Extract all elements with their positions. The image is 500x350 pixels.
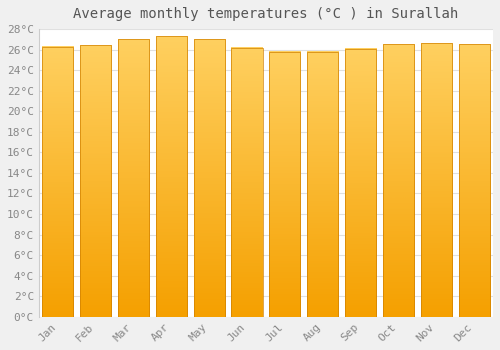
Bar (307, 52, 338, 317)
Bar (270, 52, 300, 317)
Bar (42, 47, 74, 317)
Bar (80, 46, 111, 317)
Bar (232, 48, 262, 317)
Bar (345, 49, 376, 317)
Bar (156, 36, 187, 317)
Bar (421, 43, 452, 317)
Title: Average monthly temperatures (°C ) in Surallah: Average monthly temperatures (°C ) in Su… (74, 7, 458, 21)
Bar (383, 44, 414, 317)
Bar (118, 39, 149, 317)
Bar (458, 44, 490, 317)
Bar (194, 39, 224, 317)
